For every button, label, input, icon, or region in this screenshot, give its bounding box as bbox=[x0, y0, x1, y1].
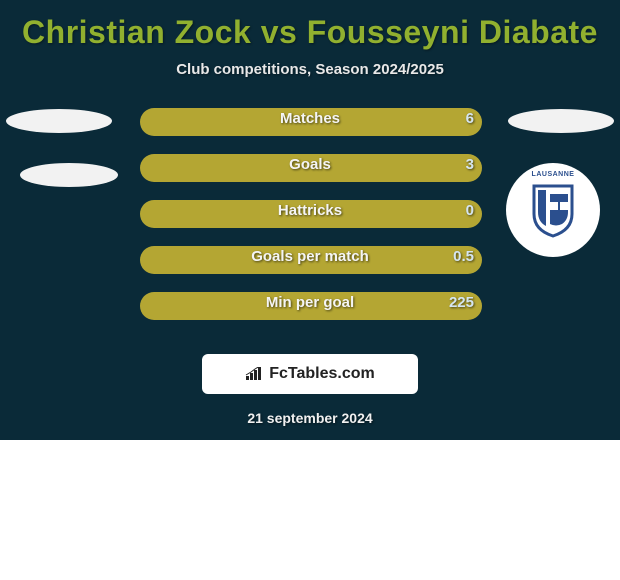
chart-icon bbox=[245, 367, 263, 381]
stat-row-gpm: Goals per match 0.5 bbox=[0, 246, 620, 280]
stat-value: 6 bbox=[466, 110, 474, 127]
stat-label: Goals bbox=[289, 156, 331, 173]
bottom-area bbox=[0, 440, 620, 580]
stats-area: LAUSANNE Matches 6 Goals 3 Hattricks 0 G… bbox=[0, 108, 620, 326]
stat-row-hattricks: Hattricks 0 bbox=[0, 200, 620, 234]
page-title: Christian Zock vs Fousseyni Diabate bbox=[0, 0, 620, 51]
stat-label: Hattricks bbox=[278, 202, 342, 219]
stat-value: 0.5 bbox=[453, 248, 474, 265]
stat-label: Matches bbox=[280, 110, 340, 127]
brand-text: FcTables.com bbox=[269, 365, 375, 383]
stat-value: 3 bbox=[466, 156, 474, 173]
stat-value: 0 bbox=[466, 202, 474, 219]
date-text: 21 september 2024 bbox=[247, 410, 372, 426]
stat-value: 225 bbox=[449, 294, 474, 311]
stat-row-matches: Matches 6 bbox=[0, 108, 620, 142]
brand-box[interactable]: FcTables.com bbox=[202, 354, 418, 394]
stat-row-mpg: Min per goal 225 bbox=[0, 292, 620, 326]
subtitle: Club competitions, Season 2024/2025 bbox=[0, 61, 620, 78]
stat-label: Min per goal bbox=[266, 294, 354, 311]
comparison-card: Christian Zock vs Fousseyni Diabate Club… bbox=[0, 0, 620, 440]
stat-row-goals: Goals 3 bbox=[0, 154, 620, 188]
stat-label: Goals per match bbox=[251, 248, 369, 265]
